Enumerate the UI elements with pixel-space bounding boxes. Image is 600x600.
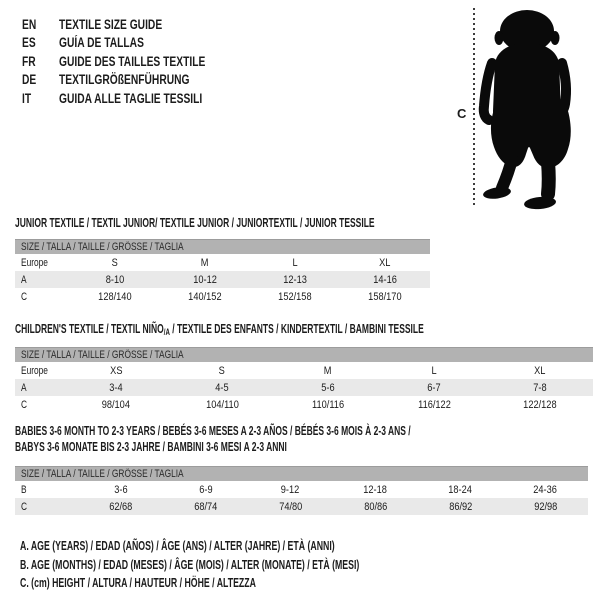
language-code: DE bbox=[22, 72, 37, 88]
size-cell: 80/86 bbox=[363, 500, 388, 513]
table-row-height: C 98/104 104/110 110/116 116/122 122/128 bbox=[15, 396, 593, 413]
size-cell: 68/74 bbox=[193, 500, 218, 513]
table-row-height: C 62/68 68/74 74/80 80/86 86/92 92/98 bbox=[15, 498, 589, 515]
babies-size-table: SIZE / TALLA / TAILLE / GRÖSSE / TAGLIA … bbox=[15, 466, 589, 515]
size-header-bar: SIZE / TALLA / TAILLE / GRÖSSE / TAGLIA bbox=[15, 466, 589, 481]
size-cell: 5-6 bbox=[321, 381, 335, 394]
language-label: TEXTILE SIZE GUIDE bbox=[59, 16, 163, 32]
height-figure: C bbox=[0, 0, 600, 220]
footnotes: A. AGE (YEARS) / EDAD (AÑOS) / ÂGE (ANS)… bbox=[20, 537, 505, 593]
size-cell: 110/116 bbox=[311, 398, 345, 411]
language-label: GUIDE DES TAILLES TEXTILE bbox=[59, 53, 206, 69]
size-header-label: SIZE / TALLA / TAILLE / GRÖSSE / TAGLIA bbox=[21, 468, 184, 480]
language-code: EN bbox=[22, 16, 37, 32]
size-cell: 6-9 bbox=[198, 483, 213, 496]
language-row-de: DE TEXTILGRÖßENFÜHRUNG bbox=[22, 71, 252, 90]
toddler-silhouette-icon bbox=[478, 10, 571, 210]
language-label: GUÍA DE TALLAS bbox=[59, 35, 144, 51]
size-cell: XS bbox=[109, 364, 123, 377]
title-subscript: /A bbox=[163, 327, 170, 337]
table-row-height: C 128/140 140/152 152/158 158/170 bbox=[15, 288, 430, 305]
table-row-months: B 3-6 6-9 9-12 12-18 18-24 24-36 bbox=[15, 481, 588, 498]
row-label: Europe bbox=[21, 256, 48, 269]
row-label: C bbox=[21, 290, 28, 303]
language-list: EN TEXTILE SIZE GUIDE ES GUÍA DE TALLAS … bbox=[22, 15, 252, 108]
footnote-c: C. (cm) HEIGHT / ALTURA / HAUTEUR / HÖHE… bbox=[20, 576, 256, 591]
size-cell: S bbox=[218, 364, 226, 377]
footnote-a: A. AGE (YEARS) / EDAD (AÑOS) / ÂGE (ANS)… bbox=[20, 539, 335, 554]
table-row-age: A 8-10 10-12 12-13 14-16 bbox=[15, 271, 431, 288]
size-cell: 116/122 bbox=[417, 398, 451, 411]
language-row-fr: FR GUIDE DES TAILLES TEXTILE bbox=[22, 52, 252, 71]
row-label: A bbox=[21, 381, 27, 394]
size-cell: XL bbox=[379, 256, 391, 269]
size-cell: 104/110 bbox=[205, 398, 239, 411]
size-cell: 3-4 bbox=[109, 381, 123, 394]
row-label: C bbox=[21, 500, 28, 513]
size-header-bar: SIZE / TALLA / TAILLE / GRÖSSE / TAGLIA bbox=[15, 347, 594, 362]
language-label: TEXTILGRÖßENFÜHRUNG bbox=[59, 72, 190, 88]
language-code: IT bbox=[22, 90, 32, 106]
table-row-age: A 3-4 4-5 5-6 6-7 7-8 bbox=[15, 379, 594, 396]
language-row-it: IT GUIDA ALLE TAGLIE TESSILI bbox=[22, 89, 252, 108]
row-label: B bbox=[21, 483, 27, 496]
size-header-label: SIZE / TALLA / TAILLE / GRÖSSE / TAGLIA bbox=[21, 241, 184, 253]
row-label: A bbox=[21, 273, 27, 286]
size-cell: 152/158 bbox=[278, 290, 312, 303]
size-cell: 92/98 bbox=[533, 500, 558, 513]
size-cell: 128/140 bbox=[98, 290, 132, 303]
junior-size-table: SIZE / TALLA / TAILLE / GRÖSSE / TAGLIA … bbox=[15, 239, 431, 305]
table-row-europe: Europe XS S M L XL bbox=[15, 362, 593, 379]
size-cell: S bbox=[111, 256, 119, 269]
size-cell: 14-16 bbox=[373, 273, 397, 286]
children-section-title: CHILDREN'S TEXTILE / TEXTIL NIÑO/A / TEX… bbox=[15, 322, 424, 337]
size-cell: 62/68 bbox=[108, 500, 133, 513]
size-cell: 74/80 bbox=[278, 500, 303, 513]
height-dashed-line bbox=[473, 8, 475, 206]
table-row-europe: Europe S M L XL bbox=[15, 254, 430, 271]
size-cell: 140/152 bbox=[188, 290, 222, 303]
language-row-es: ES GUÍA DE TALLAS bbox=[22, 34, 252, 53]
size-cell: 3-6 bbox=[113, 483, 128, 496]
language-row-en: EN TEXTILE SIZE GUIDE bbox=[22, 15, 252, 34]
size-cell: 158/170 bbox=[368, 290, 402, 303]
size-cell: 7-8 bbox=[533, 381, 547, 394]
size-cell: 24-36 bbox=[533, 483, 558, 496]
size-cell: L bbox=[292, 256, 298, 269]
height-measure-label: C bbox=[457, 106, 467, 121]
size-cell: 86/92 bbox=[448, 500, 473, 513]
language-code: ES bbox=[22, 35, 36, 51]
size-cell: 9-12 bbox=[281, 483, 300, 496]
size-cell: 18-24 bbox=[448, 483, 473, 496]
size-cell: 8-10 bbox=[105, 273, 125, 286]
size-cell: 10-12 bbox=[193, 273, 217, 286]
size-cell: 6-7 bbox=[427, 381, 441, 394]
size-cell: 98/104 bbox=[101, 398, 131, 411]
size-cell: XL bbox=[534, 364, 546, 377]
children-size-table: SIZE / TALLA / TAILLE / GRÖSSE / TAGLIA … bbox=[15, 347, 594, 413]
size-cell: 12-18 bbox=[363, 483, 388, 496]
language-label: GUIDA ALLE TAGLIE TESSILI bbox=[59, 90, 203, 106]
row-label: C bbox=[21, 398, 28, 411]
size-cell: 122/128 bbox=[523, 398, 557, 411]
row-label: Europe bbox=[21, 364, 48, 377]
size-cell: 12-13 bbox=[283, 273, 307, 286]
size-cell: 4-5 bbox=[215, 381, 229, 394]
size-cell: M bbox=[324, 364, 332, 377]
size-cell: M bbox=[201, 256, 209, 269]
size-header-label: SIZE / TALLA / TAILLE / GRÖSSE / TAGLIA bbox=[21, 349, 184, 361]
language-code: FR bbox=[22, 53, 36, 69]
junior-section-title: JUNIOR TEXTILE / TEXTIL JUNIOR/ TEXTILE … bbox=[15, 216, 375, 230]
size-cell: L bbox=[431, 364, 437, 377]
babies-section-title: BABIES 3-6 MONTH TO 2-3 YEARS / BEBÉS 3-… bbox=[15, 424, 411, 454]
size-header-bar: SIZE / TALLA / TAILLE / GRÖSSE / TAGLIA bbox=[15, 239, 431, 254]
footnote-b: B. AGE (MONTHS) / EDAD (MESES) / ÂGE (MO… bbox=[20, 557, 360, 572]
